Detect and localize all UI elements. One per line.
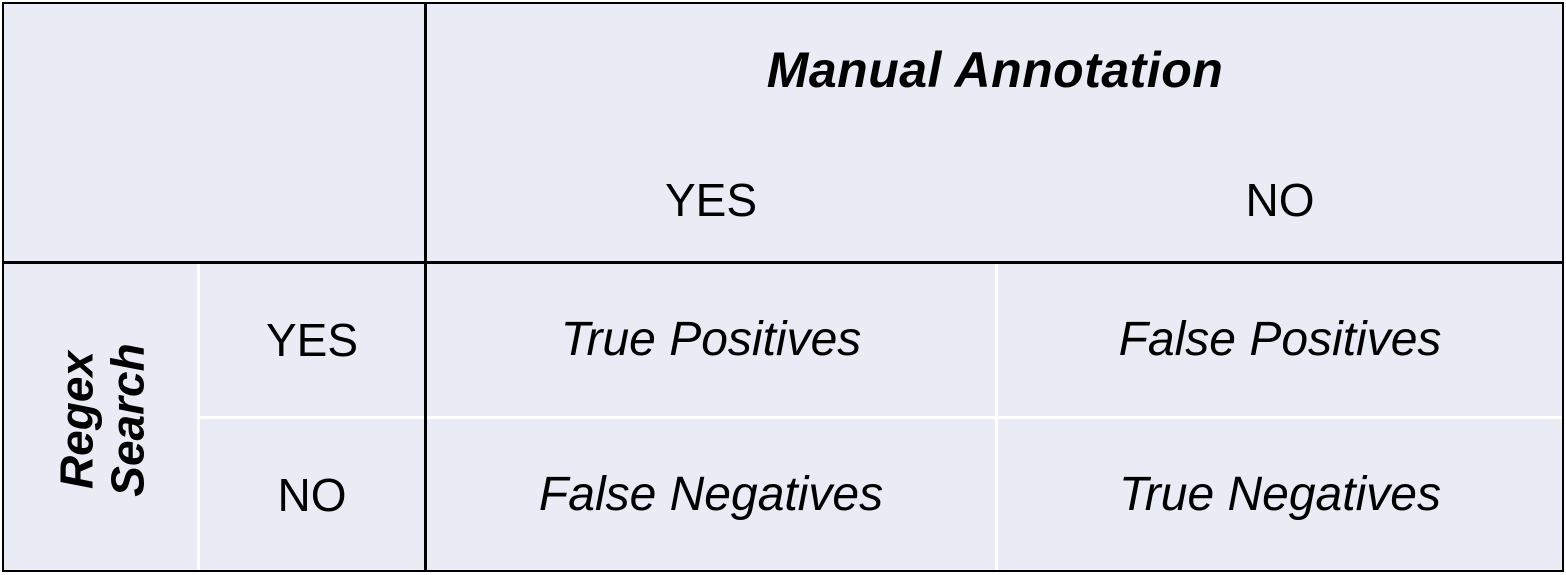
true-positives-label: True Positives: [560, 313, 862, 366]
column-no-label: NO: [1245, 173, 1315, 226]
true-negatives-label: True Negatives: [1119, 468, 1441, 521]
cell-false-positives: False Positives: [996, 262, 1564, 417]
regex-label: Regex: [50, 350, 103, 490]
false-positives-label: False Positives: [1118, 313, 1442, 366]
false-negatives-label: False Negatives: [538, 468, 884, 521]
border-right: [1562, 2, 1564, 572]
search-label: Search: [101, 343, 153, 497]
border-left: [2, 2, 4, 572]
row-header-yes: YES: [198, 262, 426, 417]
manual-annotation-label: Manual Annotation: [766, 41, 1224, 98]
cell-false-negatives: False Negatives: [426, 417, 996, 572]
row-yes-label: YES: [265, 313, 359, 366]
cell-true-negatives: True Negatives: [996, 417, 1564, 572]
row-group-header: Regex Search: [50, 343, 153, 497]
cell-true-positives: True Positives: [426, 262, 996, 417]
border-top: [2, 2, 1564, 4]
column-header-no: NO: [996, 137, 1564, 262]
border-bottom: [2, 570, 1564, 572]
column-yes-label: YES: [664, 173, 758, 226]
row-header-no: NO: [198, 417, 426, 572]
column-group-header: Manual Annotation: [426, 2, 1564, 137]
header-separator: [2, 261, 1564, 264]
divider-between-columns: [995, 264, 998, 572]
row-header-separator: [424, 2, 427, 572]
divider-between-rows: [198, 416, 1564, 419]
column-header-yes: YES: [426, 137, 996, 262]
row-no-label: NO: [277, 468, 347, 521]
